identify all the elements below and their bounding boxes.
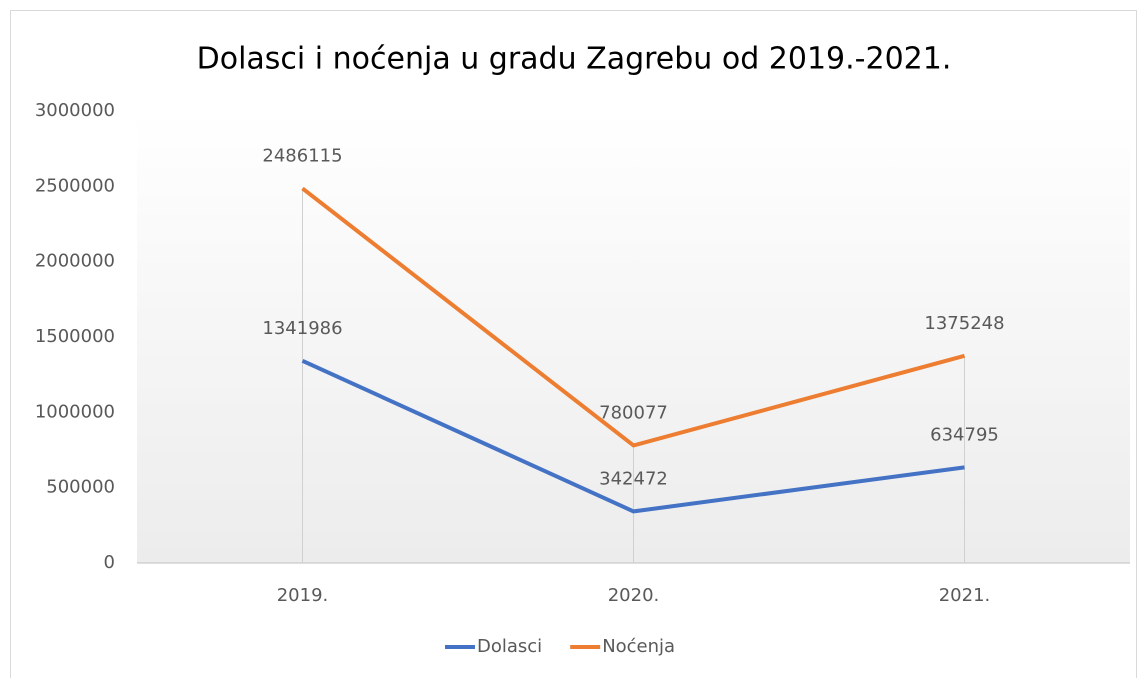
data-label: 2486115 <box>262 145 342 166</box>
chart-frame <box>10 10 1137 678</box>
legend-label: Dolasci <box>477 636 542 657</box>
x-tick-label: 2020. <box>608 585 660 606</box>
series-line <box>301 186 966 448</box>
data-label: 1341986 <box>262 318 342 339</box>
data-label: 634795 <box>930 424 999 445</box>
y-tick-label: 3000000 <box>35 100 115 121</box>
data-label: 1375248 <box>924 313 1004 334</box>
y-tick-label: 1500000 <box>35 326 115 347</box>
y-tick-label: 1000000 <box>35 401 115 422</box>
series-line <box>301 358 965 514</box>
data-label: 780077 <box>599 402 668 423</box>
x-tick-label: 2019. <box>277 585 329 606</box>
data-label: 342472 <box>599 468 668 489</box>
legend-label: Noćenja <box>602 636 675 657</box>
x-tick-label: 2021. <box>939 585 991 606</box>
y-tick-label: 0 <box>104 552 115 573</box>
y-tick-label: 500000 <box>46 477 115 498</box>
chart-title: Dolasci i noćenja u gradu Zagrebu od 201… <box>197 42 952 77</box>
y-tick-label: 2500000 <box>35 175 115 196</box>
y-tick-label: 2000000 <box>35 251 115 272</box>
